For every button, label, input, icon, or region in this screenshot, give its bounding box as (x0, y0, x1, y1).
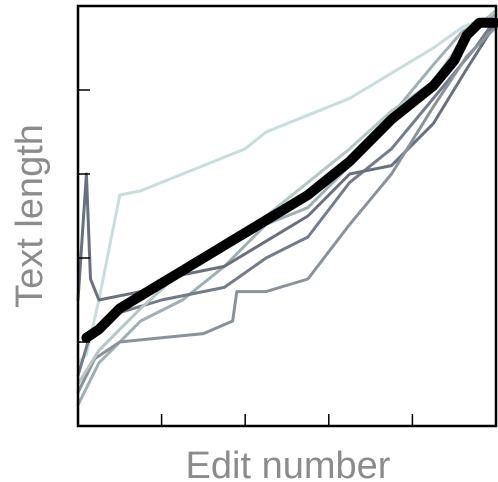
y-axis-label: Text length (9, 124, 51, 308)
x-axis-ticks (160, 414, 414, 426)
series-line-4 (76, 21, 498, 302)
series-line-1 (76, 12, 498, 365)
plot-frame (76, 4, 498, 428)
x-axis-label: Edit number (186, 445, 391, 482)
series-line-2 (76, 12, 498, 407)
y-axis-ticks (78, 89, 90, 343)
series-lines (76, 8, 498, 407)
series-line-mean (81, 17, 498, 343)
series-line-5 (76, 25, 498, 394)
